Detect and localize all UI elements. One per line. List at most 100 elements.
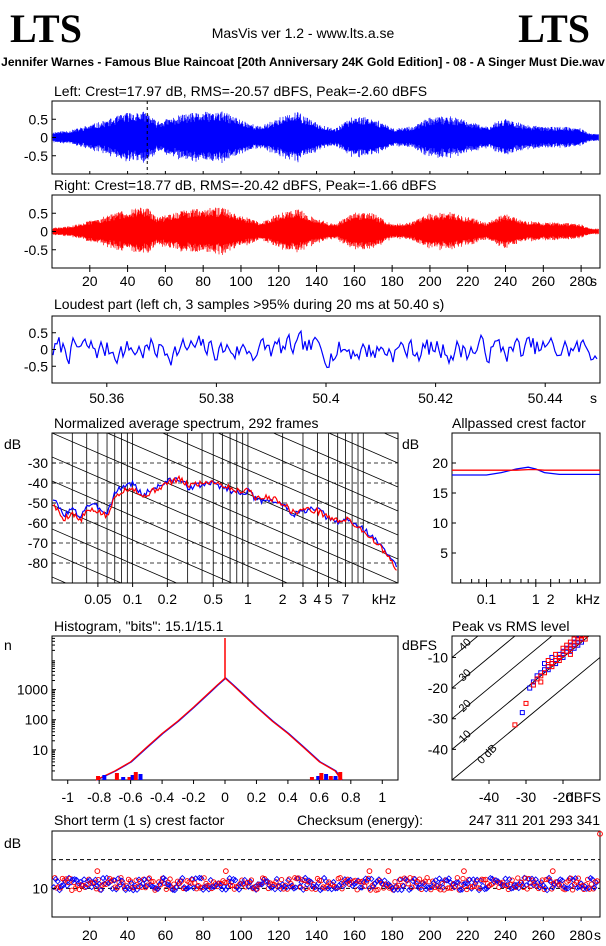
stcrest-left-point [247, 878, 254, 885]
pvr-ytick-label: -20 [428, 680, 448, 696]
stcrest-left-point [139, 880, 146, 887]
stcrest-right-point [539, 877, 546, 883]
pvr-right-point [538, 679, 544, 685]
loudest-title: Loudest part (left ch, 3 samples >95% du… [54, 296, 444, 312]
checksum-value: 247 311 201 293 341 [469, 812, 601, 828]
stcrest-outlier [385, 868, 392, 875]
stcrest-left-point [371, 880, 379, 887]
histogram-tail-bin [338, 772, 343, 780]
crest-right-curve [452, 468, 600, 471]
pvr-right-point [545, 658, 551, 664]
stcrest-left-point [80, 876, 88, 883]
stcrest-left-point [426, 884, 434, 891]
stcrest-left-point [94, 882, 101, 889]
pvr-left-point [542, 661, 547, 667]
stcrest-right-point [513, 884, 519, 890]
stcrest-left-point [396, 876, 403, 883]
pvr-title: Peak vs RMS level [452, 618, 569, 634]
waveform-right-xtick-label: 60 [158, 273, 174, 289]
histogram-xtick-label: -0.2 [181, 789, 205, 805]
stcrest-right-point [460, 875, 466, 882]
histogram-ytick-label: 100 [25, 712, 49, 728]
stcrest-outlier [549, 868, 556, 875]
stcrest-left-point [154, 885, 161, 893]
stcrest-left-point [116, 881, 124, 888]
loudest-ytick-label: 0 [40, 342, 48, 358]
stcrest-left-point [111, 877, 118, 884]
loudest-signal [52, 329, 598, 369]
histogram-xtick-label: -0.4 [150, 789, 174, 805]
stcrest-left-point [381, 877, 388, 884]
histogram-ytick-label: 10 [32, 742, 48, 758]
pvr-ylabel: dBFS [402, 637, 437, 653]
lts-logo-right: LTS [518, 6, 590, 51]
waveform-right-xunit: s [590, 273, 597, 289]
stcrest-left-point [56, 886, 63, 894]
stcrest-left-point [58, 882, 65, 889]
loudest-xtick-label: 50.38 [199, 390, 234, 406]
stcrest-right-point [273, 879, 279, 885]
stcrest-right-point [114, 885, 120, 891]
stcrest-xtick-label: 140 [305, 927, 329, 943]
pvr-right-point [549, 661, 555, 667]
waveform-left-title: Left: Crest=17.97 dB, RMS=-20.57 dBFS, P… [54, 83, 427, 99]
stcrest-outlier [94, 868, 101, 875]
stcrest-left-point [324, 885, 332, 892]
pvr-right-point [534, 676, 540, 682]
stcrest-left-point [109, 885, 116, 892]
stcrest-left-point [470, 876, 477, 883]
stcrest-xtick-label: 160 [343, 927, 367, 943]
crest-title: Allpassed crest factor [452, 415, 586, 431]
histogram-xtick-label: -0.8 [87, 789, 111, 805]
stcrest-right-point [324, 883, 330, 890]
stcrest-left-point [589, 876, 596, 883]
crest-xtick-label: 2 [547, 591, 555, 607]
spectrum-ytick-label: -60 [28, 515, 48, 531]
spectrum-ytick-label: -50 [28, 495, 48, 511]
stcrest-ylabel: dB [4, 835, 21, 851]
histogram-tail-bin [114, 773, 119, 780]
stcrest-left-point [277, 885, 284, 893]
waveform-right-ytick-label: 0.5 [29, 205, 49, 221]
pvr-ytick-label: -30 [428, 711, 448, 727]
waveform-right-xtick-label: 200 [418, 273, 442, 289]
stcrest-right-point [284, 886, 290, 892]
app-title: MasVis ver 1.2 - www.lts.a.se [211, 25, 395, 41]
stcrest-left-point [413, 880, 420, 887]
pvr-right-point [567, 639, 573, 645]
histogram-xtick-label: 0 [221, 789, 229, 805]
pvr-diagonal [452, 636, 590, 750]
stcrest-right-point [69, 887, 75, 893]
histogram-tail-bin [328, 776, 333, 780]
stcrest-right-point [127, 878, 134, 884]
stcrest-left-point [115, 875, 122, 882]
histogram-tail-bin [316, 776, 321, 780]
pvr-diagonal [452, 636, 479, 659]
spectrum-xtick-label: 4 [313, 591, 321, 607]
pvr-ytick-label: -10 [428, 649, 448, 665]
waveform-right-xtick-label: 240 [494, 273, 518, 289]
stcrest-left-point [445, 875, 452, 882]
stcrest-xtick-label: 180 [380, 927, 404, 943]
crest-ytick-label: 20 [432, 455, 448, 471]
stcrest-left-point [311, 884, 318, 891]
stcrest-left-point [356, 884, 364, 891]
pvr-right-point [571, 642, 577, 648]
stcrest-right-point [405, 881, 411, 887]
stcrest-left-point [285, 877, 292, 884]
stcrest-right-point [199, 884, 205, 890]
loudest-xtick-label: 50.42 [418, 390, 453, 406]
stcrest-left-point [319, 885, 326, 892]
stcrest-left-point [273, 875, 281, 883]
stcrest-left-point [523, 882, 530, 889]
stcrest-left-point [118, 877, 126, 884]
stcrest-left-point [458, 886, 466, 893]
stcrest-left-point [164, 881, 171, 888]
stcrest-xtick-label: 80 [195, 927, 211, 943]
stcrest-xtick-label: 120 [267, 927, 291, 943]
waveform-right-xtick-label: 180 [380, 273, 404, 289]
pvr-xtick-label: -30 [516, 789, 536, 805]
histogram-xtick-label: -1 [62, 789, 75, 805]
stcrest-right-point [76, 886, 83, 893]
spectrum-slope-line [106, 433, 398, 560]
